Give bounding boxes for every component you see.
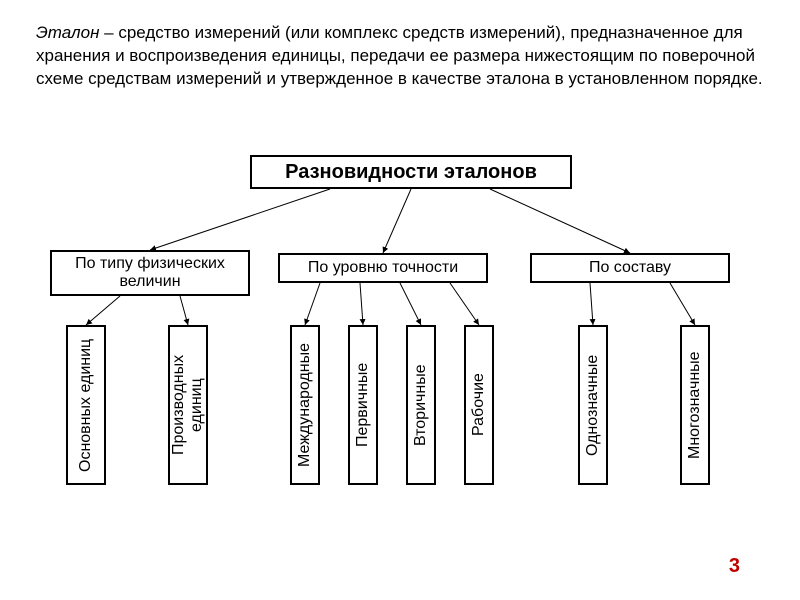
category-physical-type: По типу физических величин [50,250,250,296]
category-composition: По составу [530,253,730,283]
leaf-basic-units: Основных единиц [66,325,106,485]
leaf-working: Рабочие [464,325,494,485]
definition-text: средство измерений (или комплекс средств… [36,23,763,88]
etalon-tree-diagram: Разновидности эталонов По типу физически… [0,155,800,555]
leaf-international: Международные [290,325,320,485]
leaf-single-valued: Однозначные [578,325,608,485]
category-accuracy-level: По уровню точности [278,253,488,283]
leaf-secondary: Вторичные [406,325,436,485]
leaf-derived-units: Производных единиц [168,325,208,485]
root-node: Разновидности эталонов [250,155,572,189]
leaf-primary: Первичные [348,325,378,485]
leaf-multi-valued: Многозначные [680,325,710,485]
dash: – [99,23,118,42]
term: Эталон [36,23,99,42]
definition-paragraph: Эталон – средство измерений (или комплек… [36,22,764,91]
page-number: 3 [729,555,740,578]
